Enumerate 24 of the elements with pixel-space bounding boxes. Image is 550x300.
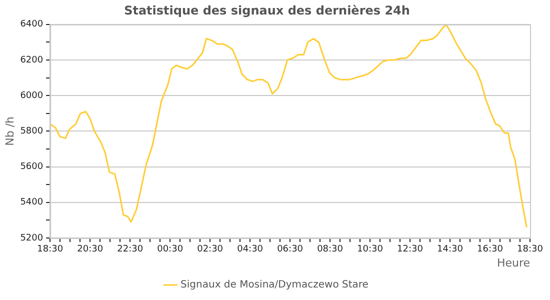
x-tick-label: 14:30 <box>437 244 464 255</box>
y-tick-label: 5800 <box>20 126 44 137</box>
x-tick-label: 12:30 <box>397 244 424 255</box>
x-tick-label: 22:30 <box>117 244 144 255</box>
x-tick-label: 04:30 <box>237 244 264 255</box>
x-tick-label: 18:30 <box>517 244 544 255</box>
x-tick-label: 20:30 <box>77 244 104 255</box>
y-tick-label: 6400 <box>20 20 44 30</box>
y-tick-label: 6200 <box>20 55 44 66</box>
x-tick-label: 08:30 <box>317 244 344 255</box>
x-tick-label: 18:30 <box>37 244 64 255</box>
legend-label: Signaux de Mosina/Dymaczewo Stare <box>180 280 368 291</box>
y-tick-label: 6000 <box>20 90 44 101</box>
chart-title: Statistique des signaux des dernières 24h <box>124 3 410 18</box>
y-axis-title: Nb /h <box>3 116 16 146</box>
x-axis-title: Heure <box>496 256 530 270</box>
y-tick-label: 5200 <box>20 233 44 244</box>
x-tick-label: 10:30 <box>357 244 384 255</box>
y-tick-label: 5400 <box>20 198 44 208</box>
x-tick-label: 16:30 <box>477 244 504 255</box>
x-tick-label: 02:30 <box>197 244 224 255</box>
x-tick-label: 06:30 <box>277 244 304 255</box>
x-tick-label: 00:30 <box>157 244 184 255</box>
y-tick-label: 5600 <box>20 162 44 172</box>
